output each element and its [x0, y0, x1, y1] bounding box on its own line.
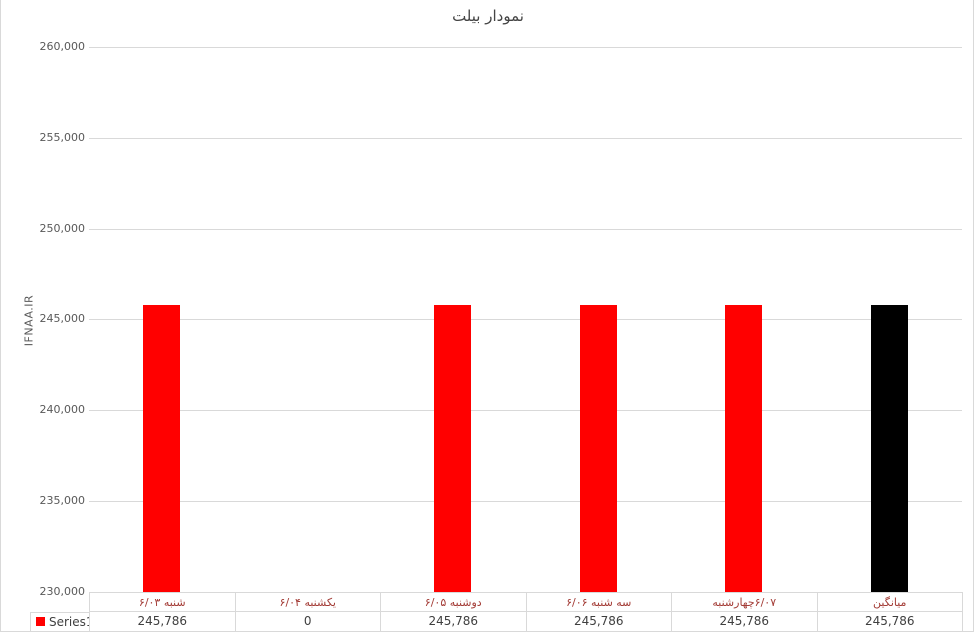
data-table-value-row: Series1 245,786 0 245,786 245,786 245,78…	[30, 612, 963, 632]
plot-area	[89, 47, 962, 592]
category-label-1: شنبه ۶/۰۳	[89, 593, 235, 611]
bar-6	[871, 305, 908, 592]
category-label-2: یکشنبه ۶/۰۴	[234, 593, 381, 611]
category-label-6: میانگین	[816, 593, 963, 611]
gridline	[89, 138, 962, 139]
value-cell-1: 245,786	[89, 612, 235, 631]
ytick-255000: 255,000	[39, 131, 86, 144]
gridline	[89, 501, 962, 502]
legend-cell: Series1	[30, 612, 89, 631]
gridline	[89, 319, 962, 320]
value-cell-4: 245,786	[525, 612, 672, 631]
data-table-header-row: شنبه ۶/۰۳ یکشنبه ۶/۰۴ دوشنبه ۶/۰۵ سه شنب…	[89, 592, 963, 612]
legend-label: Series1	[49, 615, 89, 629]
category-label-5: ۶/۰۷چهارشنبه	[671, 593, 817, 611]
gridline	[89, 47, 962, 48]
value-cell-2: 0	[234, 612, 381, 631]
bar-4	[580, 305, 617, 592]
gridline	[89, 229, 962, 230]
ytick-230000: 230,000	[39, 585, 86, 598]
ytick-235000: 235,000	[39, 494, 86, 507]
ytick-260000: 260,000	[39, 40, 86, 53]
series1-swatch-icon	[36, 617, 45, 626]
bar-1	[143, 305, 180, 592]
category-label-4: سه شنبه ۶/۰۶	[525, 593, 672, 611]
bar-3	[434, 305, 471, 592]
value-cell-5: 245,786	[671, 612, 817, 631]
ytick-245000: 245,000	[39, 312, 86, 325]
ytick-240000: 240,000	[39, 403, 86, 416]
chart-title: نمودار بیلت	[452, 7, 524, 25]
bar-5	[725, 305, 762, 592]
ytick-250000: 250,000	[39, 222, 86, 235]
value-cell-3: 245,786	[380, 612, 526, 631]
category-label-3: دوشنبه ۶/۰۵	[380, 593, 526, 611]
value-cell-6: 245,786	[816, 612, 963, 631]
gridline	[89, 410, 962, 411]
